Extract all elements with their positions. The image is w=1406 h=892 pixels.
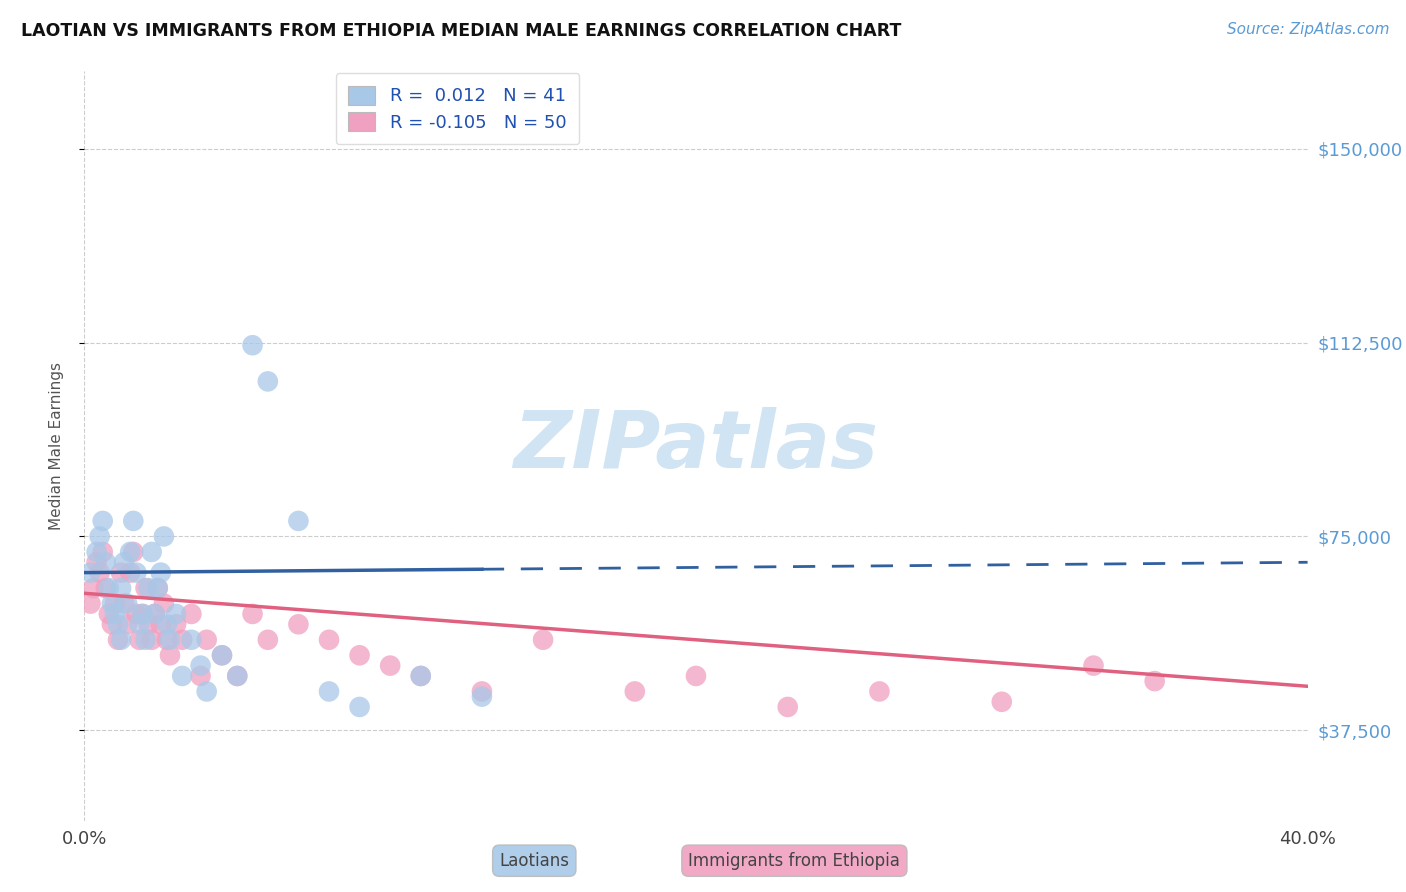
Point	[110, 632, 132, 647]
Point	[149, 617, 172, 632]
Point	[125, 607, 148, 621]
Point	[685, 669, 707, 683]
Point	[89, 566, 111, 580]
Point	[1143, 674, 1166, 689]
Point	[991, 695, 1014, 709]
Point	[531, 632, 554, 647]
Point	[115, 617, 138, 632]
Point	[122, 545, 145, 559]
Point	[141, 632, 163, 647]
Point	[91, 514, 114, 528]
Point	[287, 514, 309, 528]
Point	[349, 700, 371, 714]
Point	[138, 581, 160, 595]
Point	[409, 669, 432, 683]
Point	[143, 607, 166, 621]
Point	[776, 700, 799, 714]
Point	[101, 617, 124, 632]
Point	[128, 632, 150, 647]
Point	[409, 669, 432, 683]
Point	[190, 658, 212, 673]
Point	[104, 597, 127, 611]
Point	[101, 597, 124, 611]
Point	[180, 632, 202, 647]
Point	[257, 632, 280, 647]
Point	[1083, 658, 1105, 673]
Point	[104, 607, 127, 621]
Point	[156, 632, 179, 647]
Point	[318, 684, 340, 698]
Point	[471, 684, 494, 698]
Point	[97, 581, 120, 595]
Point	[624, 684, 647, 698]
Point	[869, 684, 891, 698]
Point	[195, 684, 218, 698]
Point	[131, 607, 153, 621]
Point	[120, 545, 142, 559]
Point	[143, 607, 166, 621]
Point	[153, 597, 176, 611]
Point	[86, 545, 108, 559]
Point	[94, 555, 117, 569]
Point	[156, 617, 179, 632]
Point	[112, 555, 135, 569]
Point	[115, 597, 138, 611]
Point	[135, 581, 157, 595]
Point	[190, 669, 212, 683]
Y-axis label: Median Male Earnings: Median Male Earnings	[49, 362, 63, 530]
Point	[135, 632, 157, 647]
Point	[172, 632, 194, 647]
Point	[110, 566, 132, 580]
Point	[146, 581, 169, 595]
Point	[94, 581, 117, 595]
Text: ZIPatlas: ZIPatlas	[513, 407, 879, 485]
Point	[128, 617, 150, 632]
Point	[349, 648, 371, 663]
Point	[172, 669, 194, 683]
Text: Immigrants from Ethiopia: Immigrants from Ethiopia	[689, 852, 900, 870]
Point	[86, 555, 108, 569]
Point	[318, 632, 340, 647]
Point	[79, 566, 101, 580]
Point	[165, 617, 187, 632]
Point	[138, 617, 160, 632]
Point	[380, 658, 402, 673]
Point	[165, 607, 187, 621]
Text: Laotians: Laotians	[499, 852, 569, 870]
Point	[180, 607, 202, 621]
Legend: R =  0.012   N = 41, R = -0.105   N = 50: R = 0.012 N = 41, R = -0.105 N = 50	[336, 73, 579, 145]
Point	[159, 632, 181, 647]
Point	[107, 632, 129, 647]
Text: Source: ZipAtlas.com: Source: ZipAtlas.com	[1226, 22, 1389, 37]
Point	[211, 648, 233, 663]
Point	[226, 669, 249, 683]
Point	[141, 545, 163, 559]
Point	[131, 607, 153, 621]
Point	[120, 566, 142, 580]
Point	[242, 338, 264, 352]
Text: LAOTIAN VS IMMIGRANTS FROM ETHIOPIA MEDIAN MALE EARNINGS CORRELATION CHART: LAOTIAN VS IMMIGRANTS FROM ETHIOPIA MEDI…	[21, 22, 901, 40]
Point	[83, 581, 105, 595]
Point	[195, 632, 218, 647]
Point	[471, 690, 494, 704]
Point	[91, 545, 114, 559]
Point	[226, 669, 249, 683]
Point	[79, 597, 101, 611]
Point	[159, 648, 181, 663]
Point	[149, 566, 172, 580]
Point	[125, 566, 148, 580]
Point	[89, 529, 111, 543]
Point	[112, 597, 135, 611]
Point	[107, 617, 129, 632]
Point	[97, 607, 120, 621]
Point	[153, 529, 176, 543]
Point	[242, 607, 264, 621]
Point	[257, 375, 280, 389]
Point	[287, 617, 309, 632]
Point	[122, 514, 145, 528]
Point	[211, 648, 233, 663]
Point	[146, 581, 169, 595]
Point	[110, 581, 132, 595]
